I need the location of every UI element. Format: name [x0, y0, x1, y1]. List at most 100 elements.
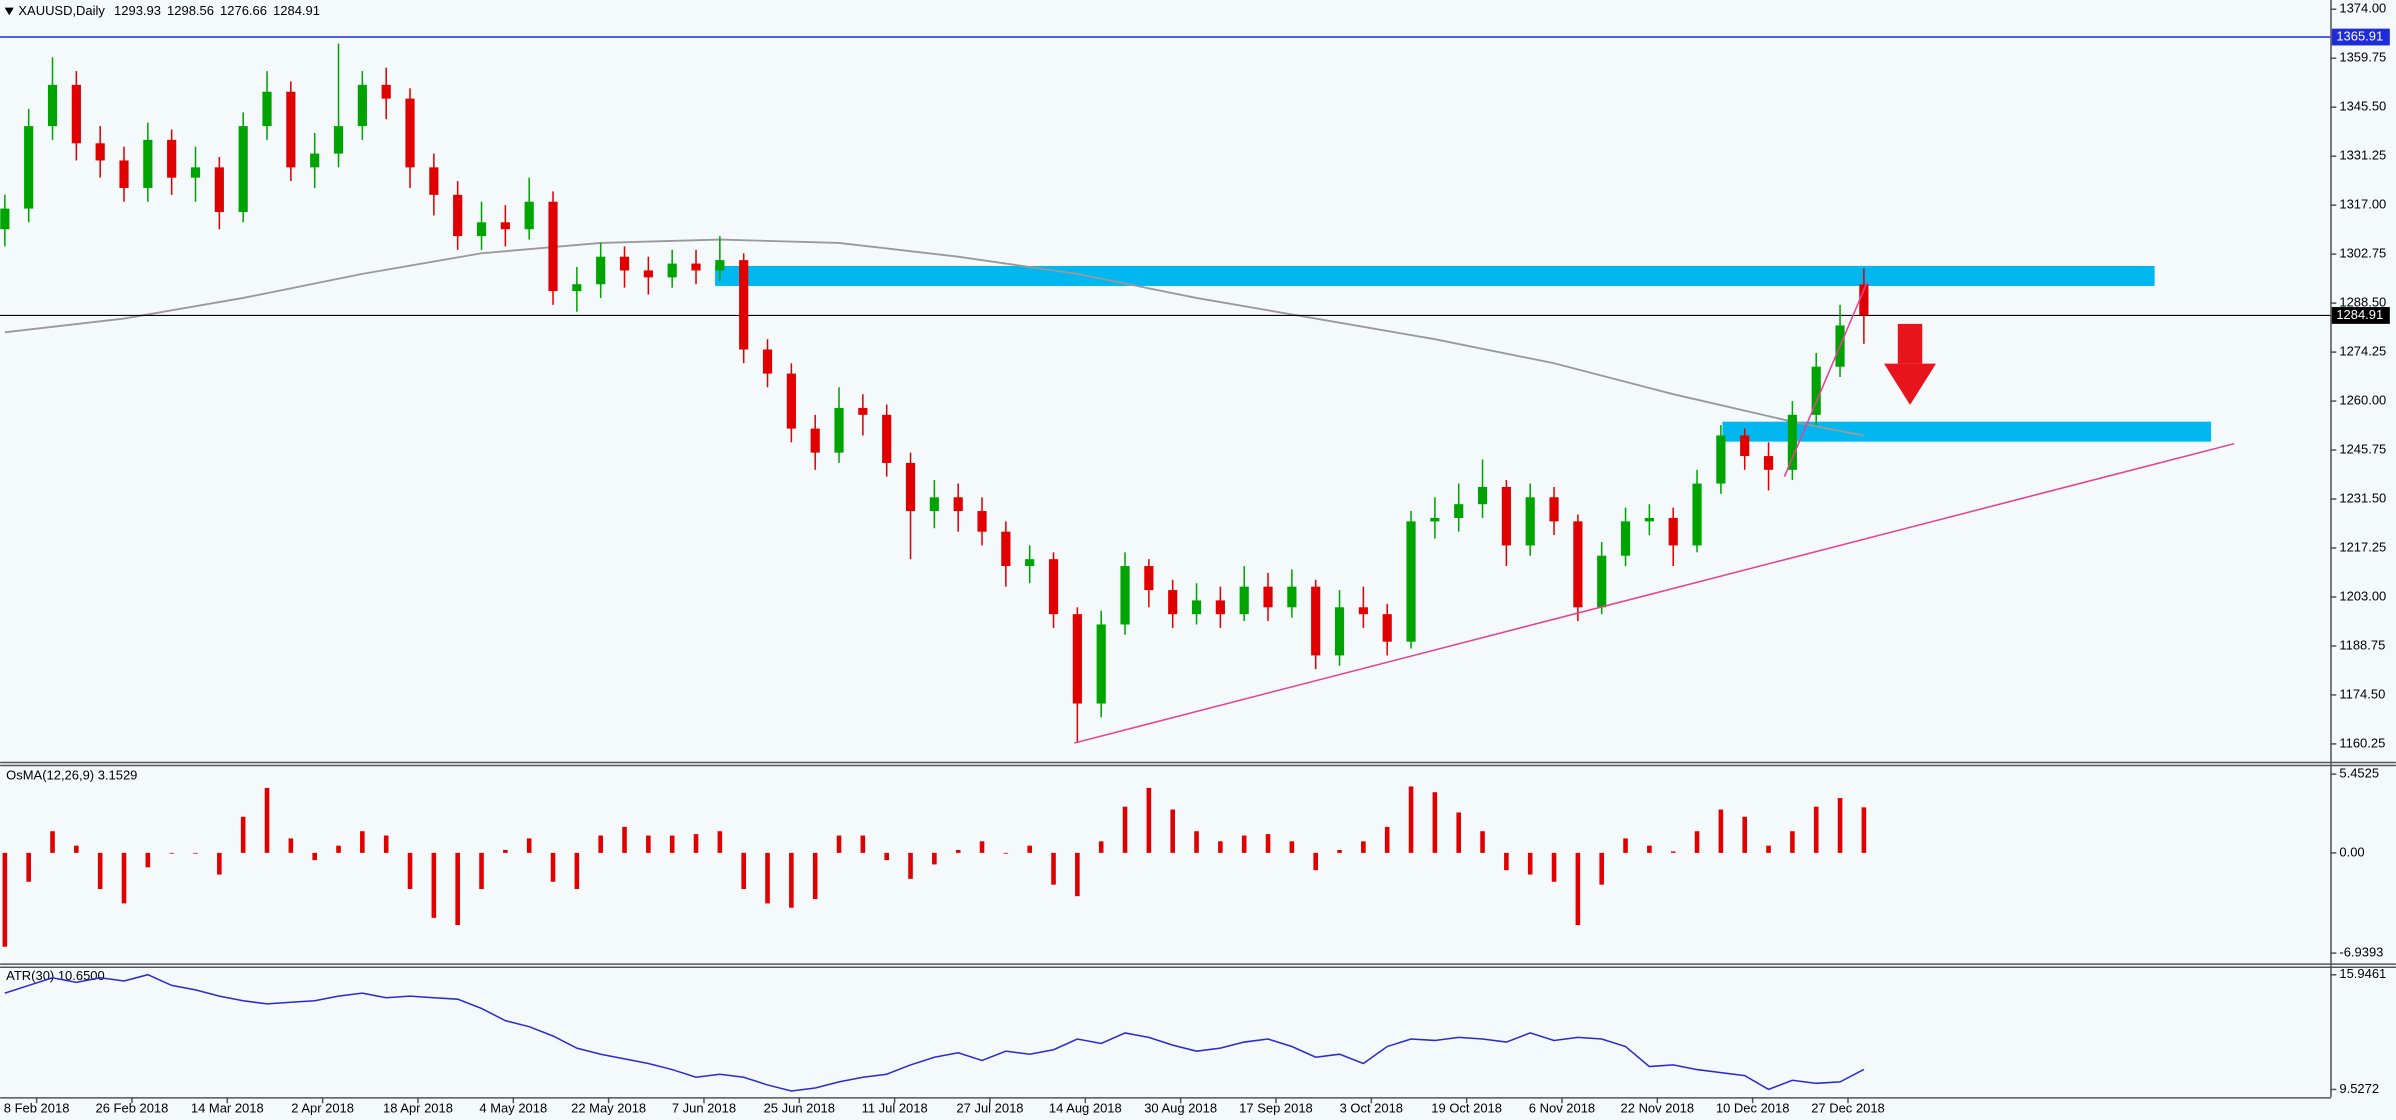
candle-body: [1477, 486, 1488, 505]
y-tick-label: 1317.00: [2339, 197, 2386, 212]
osma-bar: [646, 835, 651, 853]
candle-body: [762, 349, 773, 374]
open-value: 1293.93: [114, 4, 161, 19]
candle-body: [1287, 586, 1297, 608]
osma-bar: [1647, 845, 1652, 853]
osma-bar: [1766, 845, 1771, 853]
candle-body: [858, 407, 868, 415]
candle-body: [47, 84, 58, 127]
candle-body: [643, 270, 653, 278]
x-tick-label: 22 Nov 2018: [1621, 1101, 1695, 1116]
osma-bar: [1718, 809, 1724, 853]
x-tick-label: 3 Oct 2018: [1340, 1101, 1403, 1116]
y-tick-label: 1231.50: [2339, 490, 2386, 505]
candle-body: [1406, 521, 1416, 642]
candle-body: [1215, 600, 1225, 615]
price-label-box: [2331, 307, 2390, 324]
candle-body: [95, 143, 105, 161]
candle-body: [786, 373, 796, 429]
osma-bar: [1051, 852, 1056, 885]
y-tick-label: 1288.50: [2339, 295, 2386, 310]
y-tick-label: 1260.00: [2339, 392, 2386, 407]
osma-bar: [1432, 792, 1438, 853]
candle-body: [1597, 555, 1607, 608]
x-tick-label: 6 Nov 2018: [1529, 1101, 1595, 1116]
osma-bar: [121, 852, 127, 904]
osma-bar: [1504, 852, 1509, 871]
osma-bar: [145, 852, 151, 868]
candle-body: [0, 208, 10, 230]
osma-bar: [574, 852, 580, 889]
osma-bar: [1813, 806, 1819, 853]
osma-bar: [1599, 852, 1604, 885]
x-tick-label: 27 Dec 2018: [1811, 1101, 1885, 1116]
osma-bar: [1289, 841, 1295, 853]
osma-bar: [264, 787, 270, 853]
candle-body: [1263, 586, 1273, 608]
osma-bar: [1551, 852, 1557, 882]
candle-body: [24, 126, 34, 209]
y-tick-label: 0.00: [2339, 844, 2364, 859]
osma-bar: [1670, 851, 1676, 853]
indicator-title: ATR(30) 10.6500: [6, 968, 105, 983]
x-tick-label: 30 Aug 2018: [1144, 1101, 1217, 1116]
osma-bar: [1313, 852, 1318, 871]
osma-bar: [1146, 787, 1152, 853]
x-tick-label: 14 Aug 2018: [1049, 1101, 1122, 1116]
candle-body: [1859, 284, 1869, 316]
osma-bar: [1098, 841, 1104, 853]
x-tick-label: 19 Oct 2018: [1431, 1101, 1502, 1116]
indicator-title: OsMA(12,26,9) 3.1529: [6, 768, 137, 783]
osma-bar: [169, 852, 174, 854]
osma-bar: [1790, 831, 1795, 853]
osma-bar: [1837, 798, 1843, 853]
y-tick-label: 1359.75: [2339, 50, 2386, 65]
y-tick-label: 1203.00: [2339, 588, 2386, 603]
candle-body: [71, 84, 81, 144]
candle-body: [1525, 497, 1535, 546]
y-tick-label: 1217.25: [2339, 539, 2386, 554]
candle-body: [905, 462, 916, 512]
osma-bar: [1742, 816, 1747, 853]
price-label-box: [2331, 28, 2390, 46]
osma-bar: [193, 852, 198, 854]
osma-bar: [789, 852, 794, 908]
y-tick-label: 1274.25: [2339, 344, 2386, 359]
candle-body: [262, 91, 272, 127]
x-tick-label: 8 Feb 2018: [4, 1101, 70, 1116]
x-tick-label: 26 Feb 2018: [96, 1101, 169, 1116]
osma-bar: [955, 849, 961, 853]
osma-bar: [1241, 835, 1247, 853]
price-zone: [715, 265, 2155, 286]
moving-average: [4, 238, 1865, 437]
y-tick-label: 5.4525: [2339, 766, 2379, 781]
osma-bar: [50, 831, 55, 853]
osma-bar: [1480, 831, 1485, 853]
candle-body: [1168, 590, 1178, 615]
header: XAUUSD,Daily 1293.93 1298.56 1276.66 1284.91: [18, 4, 320, 19]
candle-body: [286, 91, 296, 168]
osma-bar: [336, 845, 341, 853]
x-tick-label: 7 Jun 2018: [672, 1101, 736, 1116]
candle-body: [1334, 607, 1345, 656]
osma-bar: [765, 852, 770, 904]
y-tick-label: 1245.75: [2339, 441, 2386, 456]
x-tick-label: 25 Jun 2018: [764, 1101, 835, 1116]
osma-bar: [288, 838, 294, 853]
candle-body: [1430, 517, 1440, 522]
osma-bar: [1694, 831, 1700, 853]
osma-bar: [1265, 834, 1271, 853]
osma-bar: [1194, 831, 1199, 853]
candle-body: [167, 139, 177, 178]
x-tick-label: 17 Sep 2018: [1239, 1101, 1313, 1116]
candle-body: [1620, 521, 1631, 556]
candle-body: [1382, 614, 1392, 642]
close-value: 1284.91: [273, 4, 320, 19]
osma-bar: [598, 835, 603, 853]
osma-bar: [479, 852, 484, 889]
candle-body: [1668, 517, 1678, 546]
candle-body: [1239, 586, 1249, 615]
candle-body: [667, 263, 677, 278]
osma-bar: [455, 852, 460, 926]
